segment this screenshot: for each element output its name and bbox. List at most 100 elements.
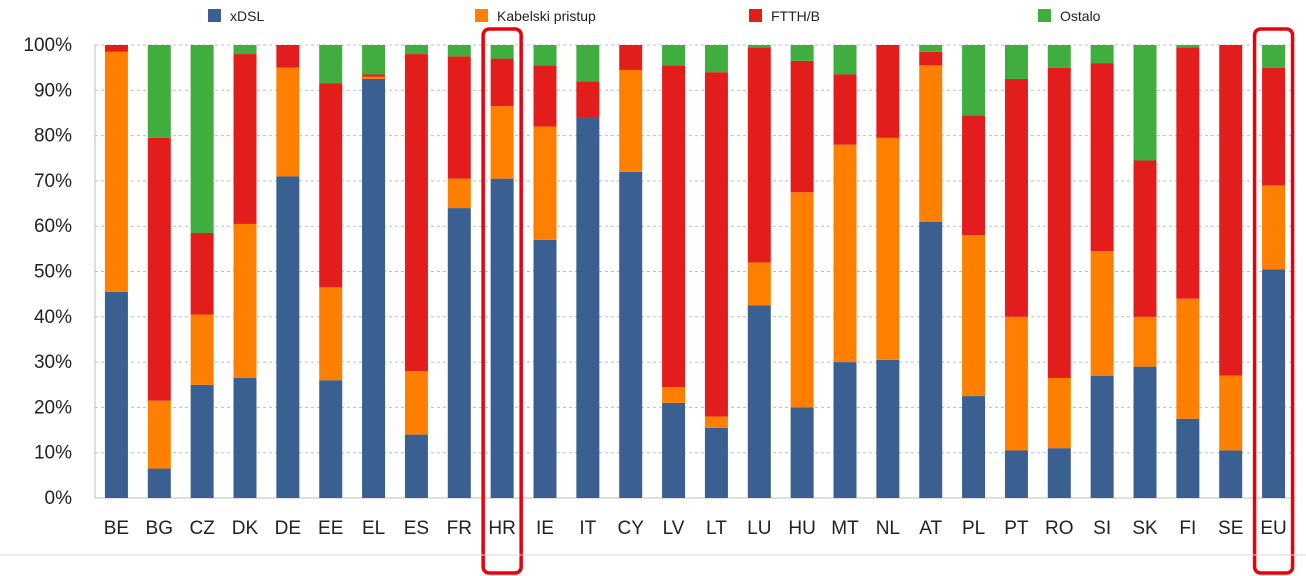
bar-segment-bg-2 (147, 400, 171, 469)
bar-segment-ie-2 (533, 126, 557, 240)
x-tick-label: DK (232, 518, 259, 539)
bar-segment-ro-2 (1047, 377, 1071, 449)
bar-segment-si-4 (1090, 45, 1114, 64)
bar-segment-lu-2 (747, 262, 771, 306)
bar-segment-el-4 (362, 45, 386, 75)
bar-segment-hr-4 (490, 45, 514, 59)
bar-segment-be-3 (104, 45, 128, 52)
bar-segment-pt-2 (1004, 316, 1028, 451)
bar-segment-lu-3 (747, 47, 771, 263)
x-tick-label: LV (663, 518, 685, 539)
bar-segment-cz-2 (190, 314, 214, 385)
bar-segment-eu-3 (1262, 67, 1286, 186)
bar-segment-at-3 (919, 51, 943, 66)
highlight-box-hr (481, 27, 523, 575)
bar-segment-nl-2 (876, 137, 900, 360)
bar-segment-mt-4 (833, 45, 857, 75)
bar-segment-si-1 (1090, 375, 1114, 498)
bar-segment-es-3 (404, 54, 428, 372)
x-tick-label: IT (579, 518, 596, 539)
bar-segment-ro-3 (1047, 67, 1071, 378)
bar-segment-pl-1 (962, 396, 986, 498)
bar-segment-lv-3 (662, 65, 686, 388)
bar-segment-lv-2 (662, 387, 686, 403)
y-tick-label: 70% (34, 171, 72, 192)
bar-segment-eu-1 (1262, 269, 1286, 498)
bar-segment-ee-1 (319, 380, 343, 498)
bar-segment-be-2 (104, 51, 128, 292)
bar-segment-fi-1 (1176, 418, 1200, 498)
bar-segment-hu-4 (790, 45, 814, 61)
legend-label: Ostalo (1060, 8, 1101, 24)
bar-segment-lt-2 (704, 416, 728, 428)
bar-segment-cz-4 (190, 45, 214, 233)
bar-segment-mt-1 (833, 362, 857, 498)
bar-segment-fi-3 (1176, 47, 1200, 299)
highlight-box-eu (1252, 27, 1295, 575)
bar-segment-pl-3 (962, 115, 986, 236)
bar-segment-pt-1 (1004, 450, 1028, 498)
y-axis-ticks: 0% 10% 20% 30% 40% 50% 60% 70% 80% 90% 100% (23, 35, 72, 509)
y-tick-label: 90% (34, 80, 72, 101)
bar-segment-fr-1 (447, 208, 471, 498)
bar-segment-lt-3 (704, 72, 728, 417)
bar-segment-bg-4 (147, 45, 171, 138)
bar-segment-eu-4 (1262, 45, 1286, 68)
bar-segment-dk-1 (233, 377, 257, 498)
x-tick-label: DE (275, 518, 301, 539)
bar-segment-hu-1 (790, 407, 814, 498)
bars (104, 45, 1286, 499)
bar-segment-hr-1 (490, 178, 514, 498)
legend-swatch (1038, 9, 1051, 22)
bar-segment-mt-2 (833, 144, 857, 363)
bar-segment-lt-4 (704, 45, 728, 73)
bar-segment-at-1 (919, 221, 943, 499)
gridlines (94, 44, 1295, 499)
bar-segment-cz-1 (190, 384, 214, 498)
x-tick-label: CZ (189, 518, 215, 539)
x-tick-label: SI (1093, 518, 1111, 539)
bar-segment-cy-2 (619, 69, 643, 172)
x-tick-label: SE (1218, 518, 1243, 539)
bar-segment-pl-4 (962, 45, 986, 116)
legend-swatch (749, 9, 762, 22)
y-tick-label: 20% (34, 397, 72, 418)
bar-segment-at-4 (919, 45, 943, 52)
y-tick-label: 40% (34, 307, 72, 328)
bar-segment-se-1 (1219, 450, 1243, 498)
bar-segment-es-1 (404, 434, 428, 498)
bar-segment-es-4 (404, 45, 428, 55)
legend-label: xDSL (230, 8, 264, 24)
x-tick-label: FR (447, 518, 472, 539)
bar-segment-it-4 (576, 45, 600, 82)
bar-segment-mt-3 (833, 74, 857, 145)
bar-segment-sk-4 (1133, 45, 1157, 161)
bar-segment-ie-4 (533, 45, 557, 66)
x-tick-label: PT (1004, 518, 1029, 539)
bar-segment-lu-1 (747, 305, 771, 498)
bar-segment-es-2 (404, 371, 428, 435)
highlight-boxes (481, 27, 1295, 575)
x-tick-label: EL (362, 518, 385, 539)
legend: xDSL Kabelski pristup FTTH/B Ostalo (208, 8, 1101, 24)
bar-segment-dk-3 (233, 54, 257, 224)
x-tick-label: HU (788, 518, 815, 539)
bar-segment-bg-1 (147, 468, 171, 498)
bar-segment-si-2 (1090, 251, 1114, 376)
bar-segment-cy-3 (619, 45, 643, 70)
bar-segment-ie-3 (533, 65, 557, 127)
bar-segment-it-3 (576, 81, 600, 118)
x-tick-label: CY (618, 518, 645, 539)
x-tick-label: ES (404, 518, 429, 539)
x-tick-label: BE (104, 518, 129, 539)
bar-segment-fi-2 (1176, 298, 1200, 419)
x-tick-label: EE (318, 518, 343, 539)
y-tick-label: 60% (34, 216, 72, 237)
y-tick-label: 30% (34, 352, 72, 373)
bar-segment-el-3 (362, 74, 386, 77)
legend-label: FTTH/B (771, 8, 820, 24)
bar-segment-fi-4 (1176, 45, 1200, 48)
bar-segment-fr-4 (447, 45, 471, 57)
bar-segment-ee-2 (319, 287, 343, 381)
bar-segment-nl-3 (876, 45, 900, 138)
